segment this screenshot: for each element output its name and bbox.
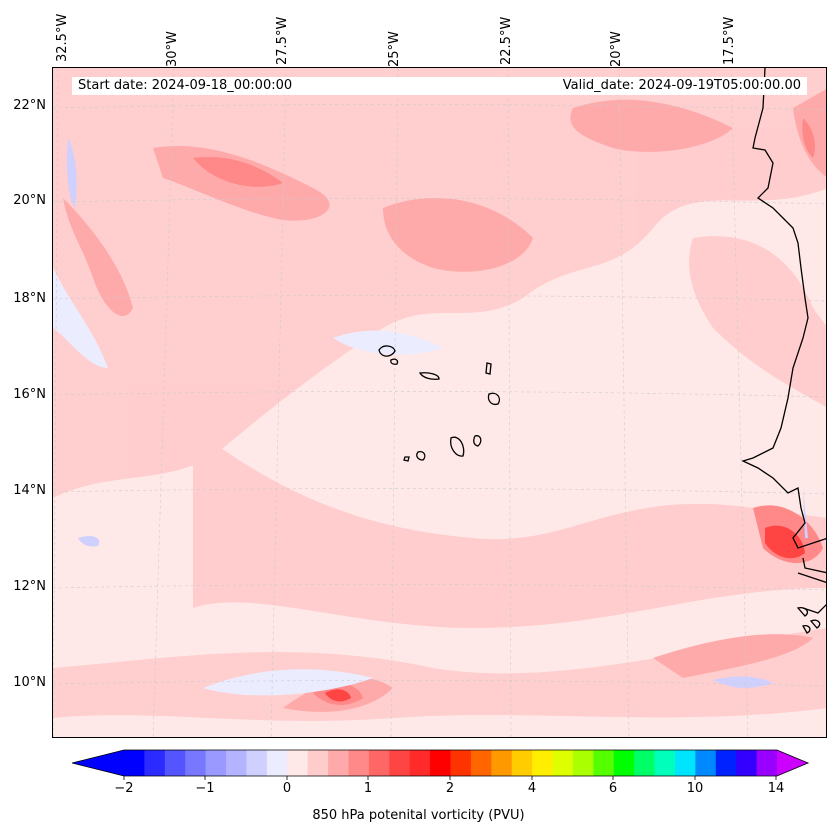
lon-label-30w: 30°W <box>165 31 180 67</box>
colorbar <box>72 749 809 780</box>
colorbar-swatch <box>144 750 166 776</box>
island-sal <box>485 362 492 375</box>
colorbar-tick-label: 14 <box>767 781 785 796</box>
colorbar-swatch <box>124 750 145 776</box>
pv-field-weak-negative <box>53 268 443 696</box>
colorbar-swatch <box>368 750 390 776</box>
lat-label-16n: 16°N <box>13 387 46 402</box>
colorbar-swatch <box>246 750 268 776</box>
colorbar-swatch <box>287 750 309 776</box>
gridline-lat-18 <box>53 295 826 302</box>
lon-label-22.5w: 22.5°W <box>499 16 514 65</box>
lat-label-12n: 12°N <box>13 579 46 594</box>
island-sao-nicolau <box>418 372 440 380</box>
lon-label-27.5w: 27.5°W <box>275 16 290 65</box>
colorbar-swatch <box>164 750 186 776</box>
date-info-bar: Start date: 2024-09-18_00:00:00 Valid_da… <box>72 77 807 95</box>
lat-label-22n: 22°N <box>13 98 46 113</box>
colorbar-swatch <box>205 750 227 776</box>
lat-label-18n: 18°N <box>13 291 46 306</box>
colorbar-extend-over <box>777 750 809 776</box>
colorbar-tick-label: 0 <box>282 781 292 796</box>
colorbar-swatch <box>226 750 247 776</box>
pv-contour-map <box>53 68 826 737</box>
gridline-lat-14 <box>53 488 826 495</box>
coastline <box>378 68 826 634</box>
colorbar-swatch <box>348 750 370 776</box>
colorbar-swatch <box>511 750 533 776</box>
colorbar-swatch <box>409 750 431 776</box>
lon-label-20w: 20°W <box>609 31 624 67</box>
colorbar-tick-label: 1 <box>363 781 373 796</box>
colorbar-swatch <box>307 750 329 776</box>
lat-label-14n: 14°N <box>13 483 46 498</box>
gridline-lon-30 <box>152 68 175 737</box>
colorbar-swatch <box>450 750 472 776</box>
island-santo-antao <box>378 345 396 357</box>
colorbar-tick-label: 10 <box>686 781 704 796</box>
island-santiago <box>450 436 465 457</box>
colorbar-swatch <box>470 750 492 776</box>
island-maio <box>473 435 482 447</box>
lon-label-25w: 25°W <box>387 31 402 67</box>
valid-date-label: Valid_date: 2024-09-19T05:00:00.00 <box>562 78 801 93</box>
colorbar-tick-label: −1 <box>195 781 215 796</box>
island-brava <box>403 456 410 462</box>
gridline-lon-17.5 <box>730 68 749 737</box>
colorbar-tick-label: 4 <box>527 781 537 796</box>
colorbar-extend-under <box>72 750 124 776</box>
colorbar-swatch <box>674 750 696 776</box>
colorbar-swatch <box>715 750 737 776</box>
colorbar-swatch <box>532 750 554 776</box>
lon-label-32.5w: 32.5°W <box>55 13 70 62</box>
colorbar-tick-label: 2 <box>445 781 455 796</box>
gridline-lon-25 <box>390 68 399 737</box>
island-boa-vista <box>487 392 501 406</box>
colorbar-swatch <box>572 750 594 776</box>
island-fogo <box>416 450 426 461</box>
lon-label-17.5w: 17.5°W <box>722 16 737 65</box>
lat-label-10n: 10°N <box>13 675 46 690</box>
gridline-lat-12 <box>53 584 826 591</box>
colorbar-swatch <box>328 750 349 776</box>
africa-coast <box>741 68 826 614</box>
graticule <box>53 68 826 737</box>
gridline-lat-10 <box>53 680 826 687</box>
colorbar-swatch <box>430 750 451 776</box>
lat-label-20n: 20°N <box>13 193 46 208</box>
colorbar-swatch <box>613 750 635 776</box>
pv-field-1-2 <box>325 525 805 702</box>
gridline-lon-32.5 <box>53 68 59 737</box>
gridline-lon-20 <box>618 68 630 737</box>
island-sao-vicente <box>390 358 399 365</box>
colorbar-swatch <box>736 750 758 776</box>
colorbar-swatch <box>552 750 574 776</box>
gridline-lon-22.5 <box>507 68 512 737</box>
colorbar-swatch <box>634 750 656 776</box>
colorbar-swatch <box>756 750 778 776</box>
gridline-lon-27.5 <box>270 68 287 737</box>
gridline-lat-22 <box>53 104 826 111</box>
colorbar-swatch <box>491 750 513 776</box>
map-panel[interactable] <box>52 67 827 738</box>
pv-field-negative <box>66 138 808 688</box>
colorbar-swatch <box>185 750 207 776</box>
colorbar-label: 850 hPa potenital vorticity (PVU) <box>312 808 525 823</box>
colorbar-swatch <box>654 750 676 776</box>
colorbar-swatch <box>389 750 411 776</box>
gridline-lat-20 <box>53 198 826 205</box>
colorbar-swatch <box>695 750 717 776</box>
colorbar-tick-label: 6 <box>608 781 618 796</box>
bissagos-islands <box>796 606 821 634</box>
colorbar-tick-label: −2 <box>114 781 134 796</box>
colorbar-swatch <box>266 750 288 776</box>
start-date-label: Start date: 2024-09-18_00:00:00 <box>78 78 293 93</box>
colorbar-swatch <box>593 750 615 776</box>
